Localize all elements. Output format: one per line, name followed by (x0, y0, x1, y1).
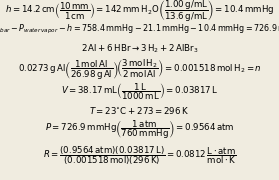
Text: $h = 14.2\,\mathrm{cm}\left(\dfrac{10\,\mathrm{mm}}{1\,\mathrm{cm}}\right) = 142: $h = 14.2\,\mathrm{cm}\left(\dfrac{10\,\… (5, 0, 274, 23)
Text: $2\,\mathrm{Al} + 6\,\mathrm{HBr} \rightarrow 3\,\mathrm{H_2} + 2\,\mathrm{AlBr_: $2\,\mathrm{Al} + 6\,\mathrm{HBr} \right… (81, 42, 198, 55)
Text: $T = 23^{\circ}\mathrm{C} + 273 = 296\,\mathrm{K}$: $T = 23^{\circ}\mathrm{C} + 273 = 296\,\… (89, 105, 190, 116)
Text: $V = 38.17\,\mathrm{mL}\left(\dfrac{1\,\mathrm{L}}{1000\,\mathrm{mL}}\right) = 0: $V = 38.17\,\mathrm{mL}\left(\dfrac{1\,\… (61, 81, 218, 102)
Text: $P_{H_2} = P_{bar} - P_{water\,vapor} - h = 758.4\,\mathrm{mmHg} - 21.1\,\mathrm: $P_{H_2} = P_{bar} - P_{water\,vapor} - … (0, 22, 279, 36)
Text: $P = 726.9\,\mathrm{mmHg}\left(\dfrac{1\,\mathrm{atm}}{760\,\mathrm{mmHg}}\right: $P = 726.9\,\mathrm{mmHg}\left(\dfrac{1\… (45, 118, 234, 141)
Text: $R = \dfrac{(0.9564\,\mathrm{atm})(0.03817\,\mathrm{L})}{(0.001518\,\mathrm{mol}: $R = \dfrac{(0.9564\,\mathrm{atm})(0.038… (43, 145, 236, 168)
Text: $0.0273\,\mathrm{g\,Al}\left(\dfrac{1\,\mathrm{mol\,Al}}{26.98\,\mathrm{g\,Al}}\: $0.0273\,\mathrm{g\,Al}\left(\dfrac{1\,\… (18, 58, 261, 82)
